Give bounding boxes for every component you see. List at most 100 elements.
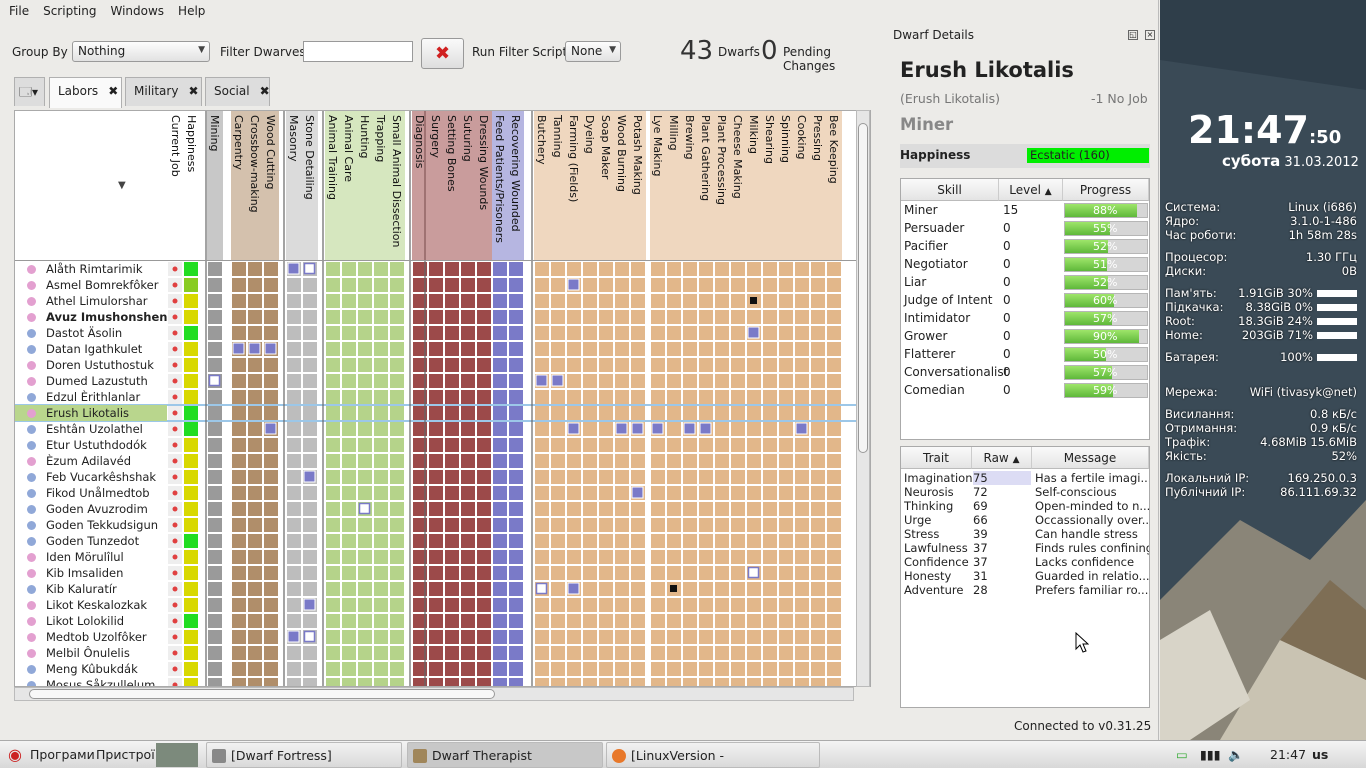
column-header-label[interactable]: Recovering Wounded — [509, 115, 522, 232]
labor-cell[interactable] — [714, 261, 730, 277]
labor-cell[interactable] — [325, 405, 341, 421]
horizontal-scroll-thumb[interactable] — [29, 689, 495, 699]
labor-cell[interactable] — [207, 341, 223, 357]
labor-cell[interactable] — [650, 549, 666, 565]
trait-row[interactable]: Adventure 28 Prefers familiar ro... — [901, 583, 1149, 597]
labor-cell[interactable] — [682, 437, 698, 453]
labor-cell[interactable] — [550, 661, 566, 677]
labor-cell[interactable] — [389, 517, 405, 533]
labor-cell[interactable] — [389, 341, 405, 357]
labor-cell[interactable] — [302, 661, 318, 677]
labor-cell[interactable] — [207, 277, 223, 293]
labor-cell[interactable] — [794, 261, 810, 277]
labor-cell[interactable] — [614, 405, 630, 421]
labor-cell[interactable] — [286, 277, 302, 293]
volume-tray-icon[interactable]: 🔈 — [1228, 747, 1244, 762]
labor-cell[interactable] — [666, 469, 682, 485]
labor-cell[interactable] — [598, 469, 614, 485]
labor-cell[interactable] — [582, 309, 598, 325]
labor-marker[interactable] — [670, 585, 677, 592]
labor-cell[interactable] — [373, 613, 389, 629]
column-header-label[interactable]: Mining — [208, 115, 221, 152]
labor-cell[interactable] — [778, 341, 794, 357]
column-header-label[interactable]: Crossbow-making — [248, 115, 261, 213]
column-header-label[interactable]: Cooking — [795, 115, 808, 160]
labor-cell[interactable] — [598, 261, 614, 277]
labor-cell[interactable] — [698, 517, 714, 533]
labor-cell[interactable] — [231, 645, 247, 661]
labor-cell[interactable] — [325, 341, 341, 357]
labor-cell[interactable] — [778, 677, 794, 688]
labor-cell[interactable] — [714, 405, 730, 421]
labor-cell[interactable] — [598, 517, 614, 533]
labor-cell[interactable] — [302, 501, 318, 517]
skill-header[interactable]: Skill — [901, 179, 999, 201]
labor-cell[interactable] — [207, 613, 223, 629]
labor-cell[interactable] — [492, 437, 508, 453]
labor-cell[interactable] — [794, 357, 810, 373]
labor-cell[interactable] — [598, 325, 614, 341]
labor-cell[interactable] — [614, 629, 630, 645]
labor-cell[interactable] — [302, 421, 318, 437]
labor-cell[interactable] — [460, 341, 476, 357]
dwarf-row[interactable]: Kib Kaluratír — [15, 581, 167, 597]
labor-cell[interactable] — [778, 661, 794, 677]
labor-cell[interactable] — [666, 501, 682, 517]
labor-cell[interactable] — [341, 341, 357, 357]
labor-cell[interactable] — [373, 405, 389, 421]
labor-cell[interactable] — [444, 597, 460, 613]
labor-cell[interactable] — [598, 277, 614, 293]
labor-cell[interactable] — [263, 645, 279, 661]
labor-cell[interactable] — [263, 677, 279, 688]
labor-cell[interactable] — [302, 357, 318, 373]
labor-cell[interactable] — [810, 341, 826, 357]
labor-cell[interactable] — [444, 517, 460, 533]
dwarf-row[interactable]: Dastot Äsolin — [15, 325, 167, 341]
labor-cell[interactable] — [444, 549, 460, 565]
labor-cell[interactable] — [794, 677, 810, 688]
labor-cell[interactable] — [476, 533, 492, 549]
labor-cell[interactable] — [698, 565, 714, 581]
labor-cell[interactable] — [325, 277, 341, 293]
labor-cell[interactable] — [247, 469, 263, 485]
labor-cell[interactable] — [762, 437, 778, 453]
labor-cell[interactable] — [444, 613, 460, 629]
labor-cell[interactable] — [389, 357, 405, 373]
labor-cell[interactable] — [730, 565, 746, 581]
dwarf-row[interactable]: Mosus Såkzullelum — [15, 677, 167, 686]
labor-cell[interactable] — [762, 533, 778, 549]
labor-cell[interactable] — [207, 645, 223, 661]
labor-cell[interactable] — [373, 373, 389, 389]
labor-cell[interactable] — [550, 357, 566, 373]
labor-cell[interactable] — [534, 261, 550, 277]
vertical-scrollbar[interactable] — [856, 110, 870, 687]
labor-cell[interactable] — [794, 469, 810, 485]
labor-cell[interactable] — [826, 277, 842, 293]
labor-enabled-marker[interactable] — [551, 374, 564, 387]
labor-cell[interactable] — [357, 677, 373, 688]
labor-cell[interactable] — [762, 645, 778, 661]
labor-cell[interactable] — [534, 501, 550, 517]
labor-cell[interactable] — [550, 485, 566, 501]
labor-cell[interactable] — [762, 629, 778, 645]
trait-row[interactable]: Thinking 69 Open-minded to n... — [901, 499, 1149, 513]
labor-cell[interactable] — [373, 341, 389, 357]
dwarf-row[interactable]: Goden Tunzedot — [15, 533, 167, 549]
labor-cell[interactable] — [325, 437, 341, 453]
labor-cell[interactable] — [698, 261, 714, 277]
labor-pending-marker[interactable] — [358, 502, 371, 515]
labor-cell[interactable] — [428, 661, 444, 677]
labor-cell[interactable] — [492, 581, 508, 597]
labor-cell[interactable] — [325, 549, 341, 565]
labor-cell[interactable] — [444, 485, 460, 501]
labor-cell[interactable] — [762, 277, 778, 293]
labor-cell[interactable] — [698, 549, 714, 565]
dwarf-row[interactable]: Goden Avuzrodim — [15, 501, 167, 517]
labor-cell[interactable] — [207, 485, 223, 501]
dwarf-row[interactable]: Goden Tekkudsigun — [15, 517, 167, 533]
labor-cell[interactable] — [746, 485, 762, 501]
labor-cell[interactable] — [682, 677, 698, 688]
labor-cell[interactable] — [650, 677, 666, 688]
labor-cell[interactable] — [682, 325, 698, 341]
labor-cell[interactable] — [598, 613, 614, 629]
